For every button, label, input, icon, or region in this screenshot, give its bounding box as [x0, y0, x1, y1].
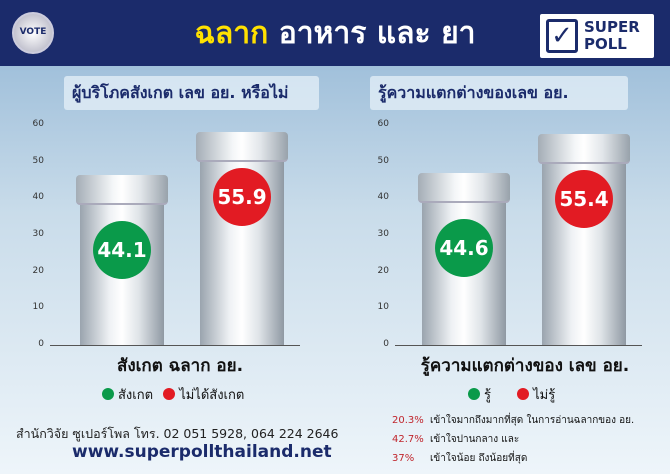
chart2-legend: รู้ ไม่รู้ — [468, 384, 555, 405]
note-row: 37% เข้าใจน้อย ถึงน้อยที่สุด — [392, 451, 527, 466]
legend-item: ไม่ได้สังเกต — [179, 388, 245, 403]
chart2-xlabel: รู้ความแตกต่างของ เลข อย. — [420, 356, 630, 376]
logo-line2: POLL — [584, 35, 627, 53]
y-tick-label: 60 — [377, 119, 389, 129]
y-tick-label: 30 — [32, 229, 44, 239]
bottle-cap — [76, 175, 168, 206]
chart1-xlabel: สังเกต ฉลาก อย. — [116, 356, 244, 376]
legend-dot-red — [517, 388, 530, 400]
y-tick-label: 10 — [32, 302, 44, 313]
note-text: เข้าใจมากถึงมากที่สุด ในการอ่านฉลากของ อ… — [430, 415, 635, 426]
y-tick-label: 40 — [377, 192, 389, 203]
chart2-title: รู้ความแตกต่างของเลข อย. — [370, 76, 628, 110]
header: VOTE ฉลาก อาหาร และ ยา ✓ SUPER POLL — [0, 0, 670, 66]
legend-dot-green — [102, 388, 114, 400]
contact-info: สำนักวิจัย ซูเปอร์โพล โทร. 02 051 5928, … — [16, 426, 339, 441]
legend-dot-green — [468, 388, 480, 400]
legend-dot-red — [163, 388, 176, 400]
chart1-title: ผู้บริโภคสังเกต เลข อย. หรือไม่ — [64, 76, 319, 110]
bar-bottle-green: 44.1 — [76, 175, 168, 345]
bottle-cap — [196, 132, 288, 163]
note-text: เข้าใจปานกลาง และ — [430, 434, 520, 445]
y-tick-label: 60 — [32, 119, 44, 129]
logo-line1: SUPER — [584, 18, 640, 36]
note-row: 42.7% เข้าใจปานกลาง และ — [392, 432, 519, 447]
y-tick-label: 20 — [32, 265, 44, 276]
page-title: ฉลาก อาหาร และ ยา — [0, 10, 670, 57]
legend-item: ไม่รู้ — [533, 388, 556, 403]
title-rest: อาหาร และ ยา — [278, 16, 476, 51]
note-pct: 42.7% — [392, 434, 424, 445]
vote-badge-icon: VOTE — [12, 12, 54, 54]
bottle-cap — [418, 173, 510, 204]
data-label: 55.9 — [213, 168, 271, 227]
y-tick-label: 30 — [377, 229, 389, 239]
legend-item: สังเกต — [118, 388, 154, 403]
y-tick-label: 0 — [383, 339, 389, 349]
y-tick-label: 20 — [377, 265, 389, 276]
y-tick-label: 50 — [377, 155, 389, 166]
checkmark-icon: ✓ — [546, 19, 578, 53]
note-pct: 37% — [392, 453, 415, 464]
data-label: 55.4 — [555, 169, 613, 228]
note-text: เข้าใจน้อย ถึงน้อยที่สุด — [430, 453, 528, 464]
vote-badge-text: VOTE — [19, 27, 47, 37]
website-link[interactable]: www.superpollthailand.net — [72, 442, 332, 462]
superpoll-logo: ✓ SUPER POLL — [540, 14, 654, 58]
x-axis-line — [50, 345, 300, 346]
data-label: 44.1 — [93, 221, 151, 280]
bar-bottle-red: 55.9 — [196, 132, 288, 345]
y-tick-label: 50 — [32, 155, 44, 166]
chart1-legend: สังเกต ไม่ได้สังเกต — [102, 384, 244, 405]
note-row: 20.3% เข้าใจมากถึงมากที่สุด ในการอ่านฉลาก… — [392, 413, 634, 428]
y-tick-label: 10 — [377, 302, 389, 313]
bar-bottle-green: 44.6 — [418, 173, 510, 345]
note-pct: 20.3% — [392, 415, 424, 426]
bottle-cap — [538, 133, 630, 164]
y-tick-label: 0 — [38, 339, 44, 349]
data-label: 44.6 — [435, 219, 493, 278]
title-highlight: ฉลาก — [194, 16, 269, 51]
bar-bottle-red: 55.4 — [538, 133, 630, 345]
legend-item: รู้ — [484, 388, 491, 403]
y-tick-label: 40 — [32, 192, 44, 203]
x-axis-line — [395, 345, 642, 346]
